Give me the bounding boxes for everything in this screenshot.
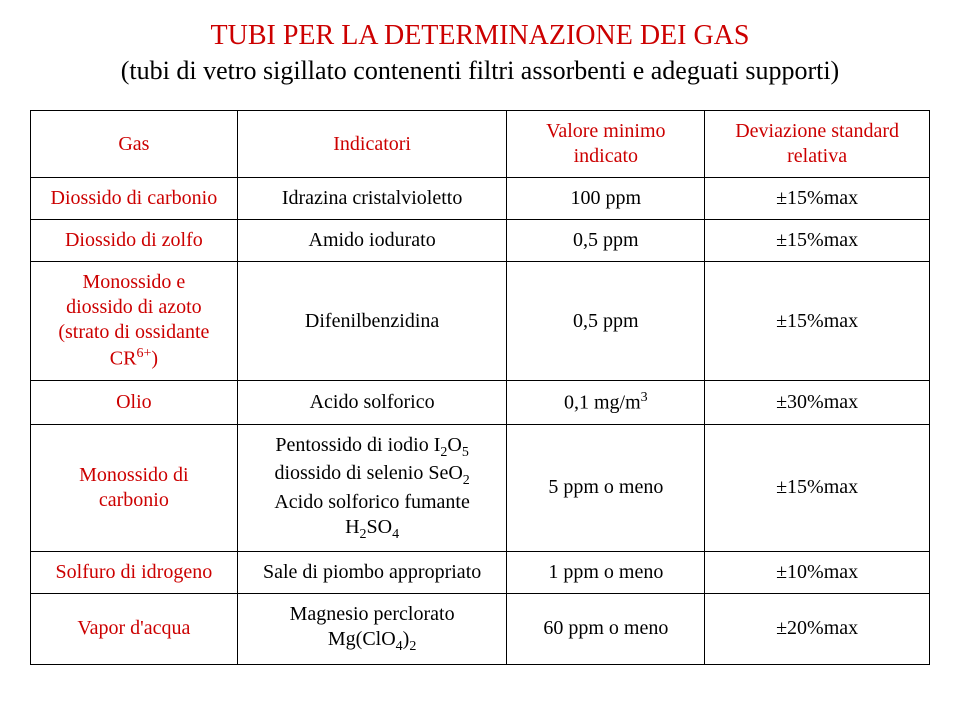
ind-sub: 4 <box>396 639 403 654</box>
cell-ind: Difenilbenzidina <box>237 262 507 381</box>
gas-line: diossido di azoto <box>66 296 202 318</box>
gas-line: CR <box>110 348 137 370</box>
cell-gas: Diossido di carbonio <box>31 178 238 220</box>
cell-dev: ±15%max <box>705 424 930 552</box>
title-sub: (tubi di vetro sigillato contenenti filt… <box>30 54 930 88</box>
ind-sub: 2 <box>409 639 416 654</box>
table-row: Diossido di zolfo Amido iodurato 0,5 ppm… <box>31 220 930 262</box>
cell-gas: Vapor d'acqua <box>31 594 238 665</box>
cell-val: 60 ppm o meno <box>507 594 705 665</box>
val-text: 0,1 mg/m <box>564 392 641 414</box>
table-row: Diossido di carbonio Idrazina cristalvio… <box>31 178 930 220</box>
cell-dev: ±15%max <box>705 178 930 220</box>
cell-val: 0,1 mg/m3 <box>507 380 705 424</box>
cell-dev: ±15%max <box>705 220 930 262</box>
ind-line: Pentossido di iodio I <box>275 434 440 456</box>
cell-val: 1 ppm o meno <box>507 552 705 594</box>
gas-line: carbonio <box>99 489 169 511</box>
header-row: Gas Indicatori Valore minimo indicato De… <box>31 111 930 178</box>
header-gas: Gas <box>31 111 238 178</box>
cell-dev: ±15%max <box>705 262 930 381</box>
table-row: Vapor d'acqua Magnesio perclorato Mg(ClO… <box>31 594 930 665</box>
ind-line: Magnesio perclorato <box>290 603 455 625</box>
cell-gas: Monossido e diossido di azoto (strato di… <box>31 262 238 381</box>
cell-ind: Amido iodurato <box>237 220 507 262</box>
val-sup: 3 <box>641 390 648 405</box>
cell-dev: ±20%max <box>705 594 930 665</box>
ind-sub: 2 <box>463 473 470 488</box>
cell-gas: Olio <box>31 380 238 424</box>
cell-gas: Solfuro di idrogeno <box>31 552 238 594</box>
cell-gas: Diossido di zolfo <box>31 220 238 262</box>
cell-val: 5 ppm o meno <box>507 424 705 552</box>
ind-line: H <box>345 516 359 538</box>
gas-table: Gas Indicatori Valore minimo indicato De… <box>30 110 930 664</box>
document-title: TUBI PER LA DETERMINAZIONE DEI GAS (tubi… <box>30 18 930 88</box>
gas-line: Monossido di <box>79 464 188 486</box>
table-row: Monossido e diossido di azoto (strato di… <box>31 262 930 381</box>
cell-gas: Monossido di carbonio <box>31 424 238 552</box>
ind-line: diossido di selenio SeO <box>274 462 462 484</box>
table-row: Monossido di carbonio Pentossido di iodi… <box>31 424 930 552</box>
cell-ind: Pentossido di iodio I 2 O5 diossido di sel… <box>237 424 507 552</box>
cell-ind: Acido solforico <box>237 380 507 424</box>
cell-val: 0,5 ppm <box>507 220 705 262</box>
ind-sub: 5 <box>462 445 469 460</box>
header-indicatori: Indicatori <box>237 111 507 178</box>
ind-line: SO <box>367 516 393 538</box>
ind-line: Mg(ClO <box>328 628 396 650</box>
table-row: Solfuro di idrogeno Sale di piombo appro… <box>31 552 930 594</box>
cell-ind: Magnesio perclorato Mg(ClO4)2 <box>237 594 507 665</box>
cell-ind: Idrazina cristalvioletto <box>237 178 507 220</box>
table-row: Olio Acido solforico 0,1 mg/m3 ±30%max <box>31 380 930 424</box>
header-valore: Valore minimo indicato <box>507 111 705 178</box>
ind-sub: 4 <box>392 527 399 542</box>
gas-line: Monossido e <box>82 271 185 293</box>
cell-dev: ±30%max <box>705 380 930 424</box>
ind-line: Acido solforico fumante <box>274 491 470 513</box>
gas-sup: 6+ <box>136 346 151 361</box>
gas-line: (strato di ossidante <box>58 321 209 343</box>
ind-line: O <box>447 434 461 456</box>
cell-val: 0,5 ppm <box>507 262 705 381</box>
header-deviazione: Deviazione standard relativa <box>705 111 930 178</box>
ind-sub: 2 <box>360 527 367 542</box>
gas-line: ) <box>151 348 158 370</box>
cell-dev: ±10%max <box>705 552 930 594</box>
cell-ind: Sale di piombo appropriato <box>237 552 507 594</box>
title-main: TUBI PER LA DETERMINAZIONE DEI GAS <box>30 18 930 54</box>
cell-val: 100 ppm <box>507 178 705 220</box>
